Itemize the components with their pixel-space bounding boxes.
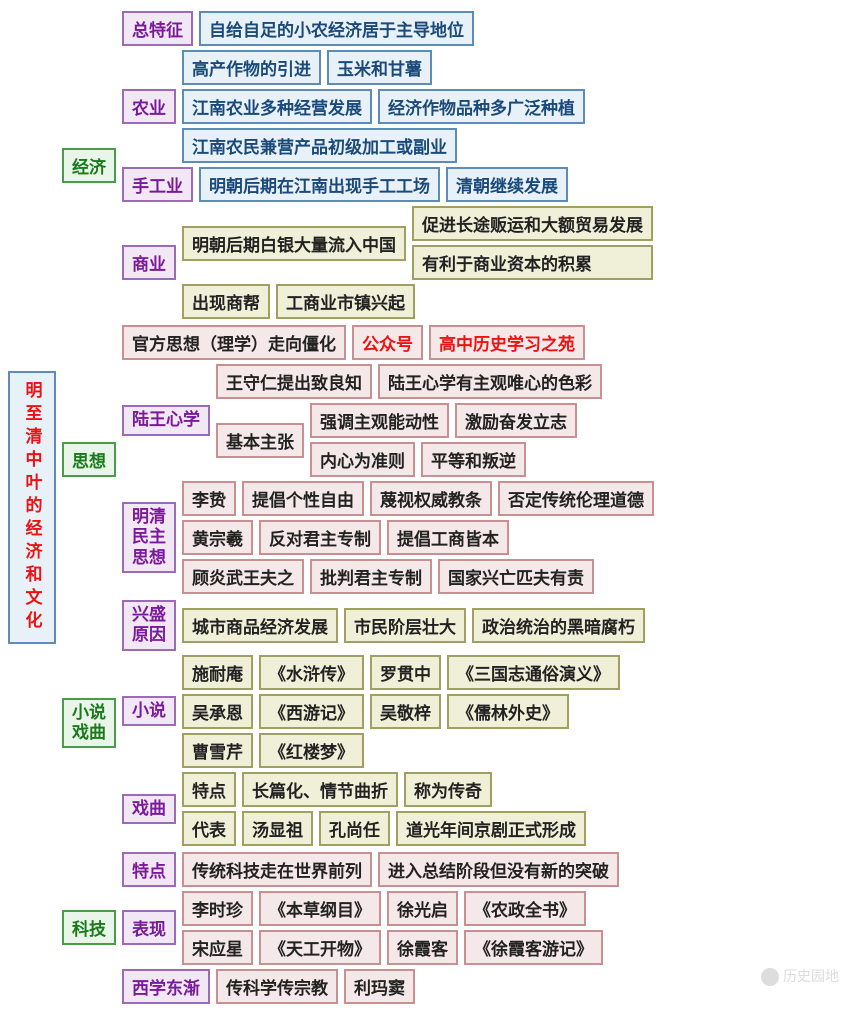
leaf: 经济作物品种多广泛种植	[378, 89, 585, 124]
leaf: 吴承恩	[182, 694, 253, 729]
leaf: 传科学传宗教	[216, 969, 338, 1004]
label-zong: 总特征	[122, 11, 193, 46]
leaf: 顾炎武王夫之	[182, 559, 304, 594]
label-lw: 陆王心学	[122, 405, 210, 435]
leaf: 陆王心学有主观唯心的色彩	[378, 364, 602, 399]
leaf: 宋应星	[182, 930, 253, 965]
leaf: 《徐霞客游记》	[464, 930, 603, 965]
leaf: 平等和叛逆	[421, 442, 526, 477]
leaf: 高中历史学习之苑	[429, 325, 585, 360]
leaf: 市民阶层壮大	[344, 608, 466, 643]
label-mq: 明清 民主 思想	[122, 502, 176, 573]
branch-tech: 科技 特点传统科技走在世界前列进入总结阶段但没有新的突破 表现 李时珍《本草纲目…	[62, 852, 654, 1004]
leaf: 吴敬梓	[370, 694, 441, 729]
label-xi: 戏曲	[122, 794, 176, 824]
watermark: 历史园地	[761, 966, 839, 986]
branch-economy: 经济 总特征自给自足的小农经济居于主导地位 农业 高产作物的引进玉米和甘薯 江南…	[62, 11, 654, 319]
leaf: 有利于商业资本的积累	[412, 245, 653, 280]
branch-thought: 思想 官方思想（理学）走向僵化公众号高中历史学习之苑 陆王心学 王守仁提出致良知…	[62, 325, 654, 594]
leaf: 称为传奇	[404, 772, 492, 807]
leaf: 长篇化、情节曲折	[242, 772, 398, 807]
leaf: 城市商品经济发展	[182, 608, 338, 643]
leaf: 《本草纲目》	[259, 891, 381, 926]
leaf: 《儒林外史》	[447, 694, 569, 729]
leaf: 《水浒传》	[259, 655, 364, 690]
leaf: 批判君主专制	[310, 559, 432, 594]
label-shang: 商业	[122, 245, 176, 280]
leaf: 代表	[182, 811, 236, 846]
leaf: 进入总结阶段但没有新的突破	[378, 852, 619, 887]
leaf: 徐霞客	[387, 930, 458, 965]
label-xiao: 小说	[122, 696, 176, 726]
leaf: 基本主张	[216, 423, 304, 458]
level1-column: 经济 总特征自给自足的小农经济居于主导地位 农业 高产作物的引进玉米和甘薯 江南…	[62, 8, 654, 1007]
leaf: 内心为准则	[310, 442, 415, 477]
leaf: 道光年间京剧正式形成	[396, 811, 586, 846]
root-node: 明至清中叶的经济和文化	[8, 371, 56, 644]
leaf: 特点	[182, 772, 236, 807]
leaf: 《红楼梦》	[259, 733, 364, 768]
leaf: 出现商帮	[182, 284, 270, 319]
leaf: 激励奋发立志	[455, 403, 577, 438]
leaf: 《农政全书》	[464, 891, 586, 926]
leaf: 罗贯中	[370, 655, 441, 690]
leaf: 李时珍	[182, 891, 253, 926]
leaf: 政治统治的黑暗腐朽	[472, 608, 645, 643]
leaf: 《天工开物》	[259, 930, 381, 965]
mindmap: 明至清中叶的经济和文化 经济 总特征自给自足的小农经济居于主导地位 农业 高产作…	[8, 8, 851, 1007]
label-thought: 思想	[62, 442, 116, 477]
leaf: 明朝后期在江南出现手工工场	[199, 167, 440, 202]
leaf: 玉米和甘薯	[327, 50, 432, 85]
leaf: 蔑视权威教条	[370, 481, 492, 516]
leaf: 《西游记》	[259, 694, 364, 729]
leaf: 《三国志通俗演义》	[447, 655, 620, 690]
leaf: 明朝后期白银大量流入中国	[182, 226, 406, 261]
leaf: 工商业市镇兴起	[276, 284, 415, 319]
leaf: 反对君主专制	[259, 520, 381, 555]
leaf: 公众号	[352, 325, 423, 360]
label-economy: 经济	[62, 148, 116, 183]
leaf: 否定传统伦理道德	[498, 481, 654, 516]
leaf: 清朝继续发展	[446, 167, 568, 202]
label-xx: 西学东渐	[122, 969, 210, 1004]
leaf: 汤显祖	[242, 811, 313, 846]
leaf: 江南农民兼营产品初级加工或副业	[182, 128, 457, 163]
label-shou: 手工业	[122, 167, 193, 202]
leaf: 国家兴亡匹夫有责	[438, 559, 594, 594]
wechat-icon	[761, 968, 779, 986]
label-tech: 科技	[62, 910, 116, 945]
label-nong: 农业	[122, 89, 176, 124]
leaf: 提倡个性自由	[242, 481, 364, 516]
leaf: 曹雪芹	[182, 733, 253, 768]
leaf: 自给自足的小农经济居于主导地位	[199, 11, 474, 46]
leaf: 黄宗羲	[182, 520, 253, 555]
leaf: 徐光启	[387, 891, 458, 926]
leaf: 施耐庵	[182, 655, 253, 690]
leaf: 高产作物的引进	[182, 50, 321, 85]
leaf: 提倡工商皆本	[387, 520, 509, 555]
leaf: 王守仁提出致良知	[216, 364, 372, 399]
label-bx: 表现	[122, 910, 176, 945]
leaf: 促进长途贩运和大额贸易发展	[412, 206, 653, 241]
leaf: 孔尚任	[319, 811, 390, 846]
branch-novel: 小说 戏曲 兴盛 原因城市商品经济发展市民阶层壮大政治统治的黑暗腐朽 小说 施耐…	[62, 600, 654, 846]
leaf: 江南农业多种经营发展	[182, 89, 372, 124]
label-xs: 兴盛 原因	[122, 600, 176, 651]
leaf: 强调主观能动性	[310, 403, 449, 438]
leaf: 李贽	[182, 481, 236, 516]
label-novel: 小说 戏曲	[62, 698, 116, 749]
leaf: 官方思想（理学）走向僵化	[122, 325, 346, 360]
leaf: 利玛窦	[344, 969, 415, 1004]
leaf: 传统科技走在世界前列	[182, 852, 372, 887]
label-td: 特点	[122, 852, 176, 887]
